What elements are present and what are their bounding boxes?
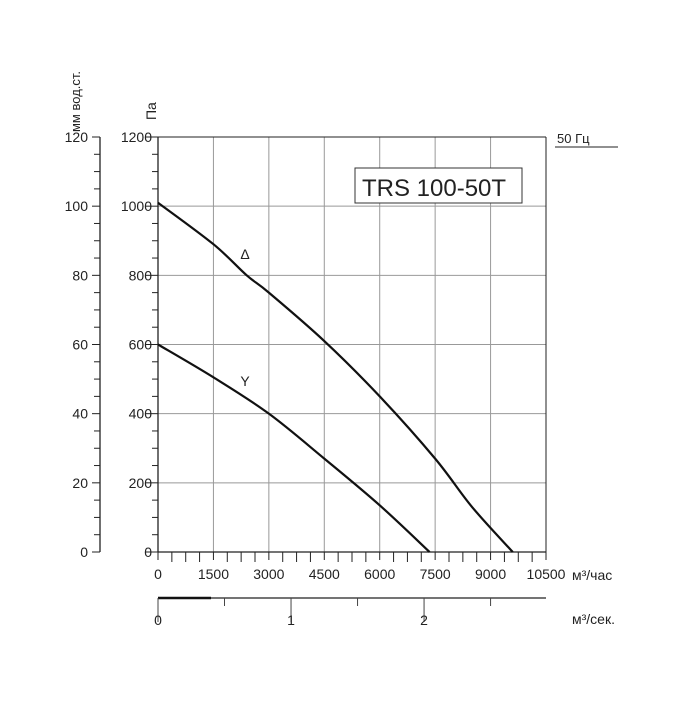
- y-tick-label: 1200: [121, 129, 152, 145]
- y2-axis-label: мм вод.ст.: [68, 71, 83, 132]
- y2-tick-label: 40: [72, 406, 88, 422]
- y-tick-label: 400: [129, 406, 153, 422]
- y2-tick-label: 0: [80, 544, 88, 560]
- y-tick-label: 800: [129, 267, 153, 283]
- y2-tick-label: 120: [65, 129, 89, 145]
- curve-star: [157, 343, 431, 553]
- y2-tick-label: 20: [72, 475, 88, 491]
- y-tick-label: 1000: [121, 198, 152, 214]
- y-tick-label: 600: [129, 337, 153, 353]
- x-tick-label: 3000: [253, 566, 284, 582]
- y-axis-label: Па: [143, 102, 159, 120]
- title-box: [354, 167, 523, 204]
- x-axis-label: м³/час: [572, 567, 612, 583]
- y-tick-label: 200: [129, 475, 153, 491]
- x2-axis-label: м³/сек.: [572, 611, 615, 627]
- x-tick-label: 10500: [527, 566, 566, 582]
- chart-title: TRS 100-50T: [362, 175, 506, 202]
- x-tick-label: 9000: [475, 566, 506, 582]
- curve-label: Δ: [240, 246, 249, 262]
- x-tick-label: 4500: [309, 566, 340, 582]
- y-tick-label: 0: [144, 544, 152, 560]
- y2-tick-label: 60: [72, 337, 88, 353]
- y2-tick-label: 100: [65, 198, 89, 214]
- curve-label: Y: [240, 373, 250, 389]
- x2-tick-label: 0: [154, 612, 162, 628]
- y2-tick-label: 80: [72, 267, 88, 283]
- x2-tick-label: 1: [287, 612, 295, 628]
- x-tick-label: 6000: [364, 566, 395, 582]
- frequency-label: 50 Гц: [557, 131, 590, 146]
- x-tick-label: 0: [154, 566, 162, 582]
- curve-delta: [157, 201, 514, 553]
- x-tick-label: 7500: [420, 566, 451, 582]
- x2-tick-label: 2: [420, 612, 428, 628]
- x-tick-label: 1500: [198, 566, 229, 582]
